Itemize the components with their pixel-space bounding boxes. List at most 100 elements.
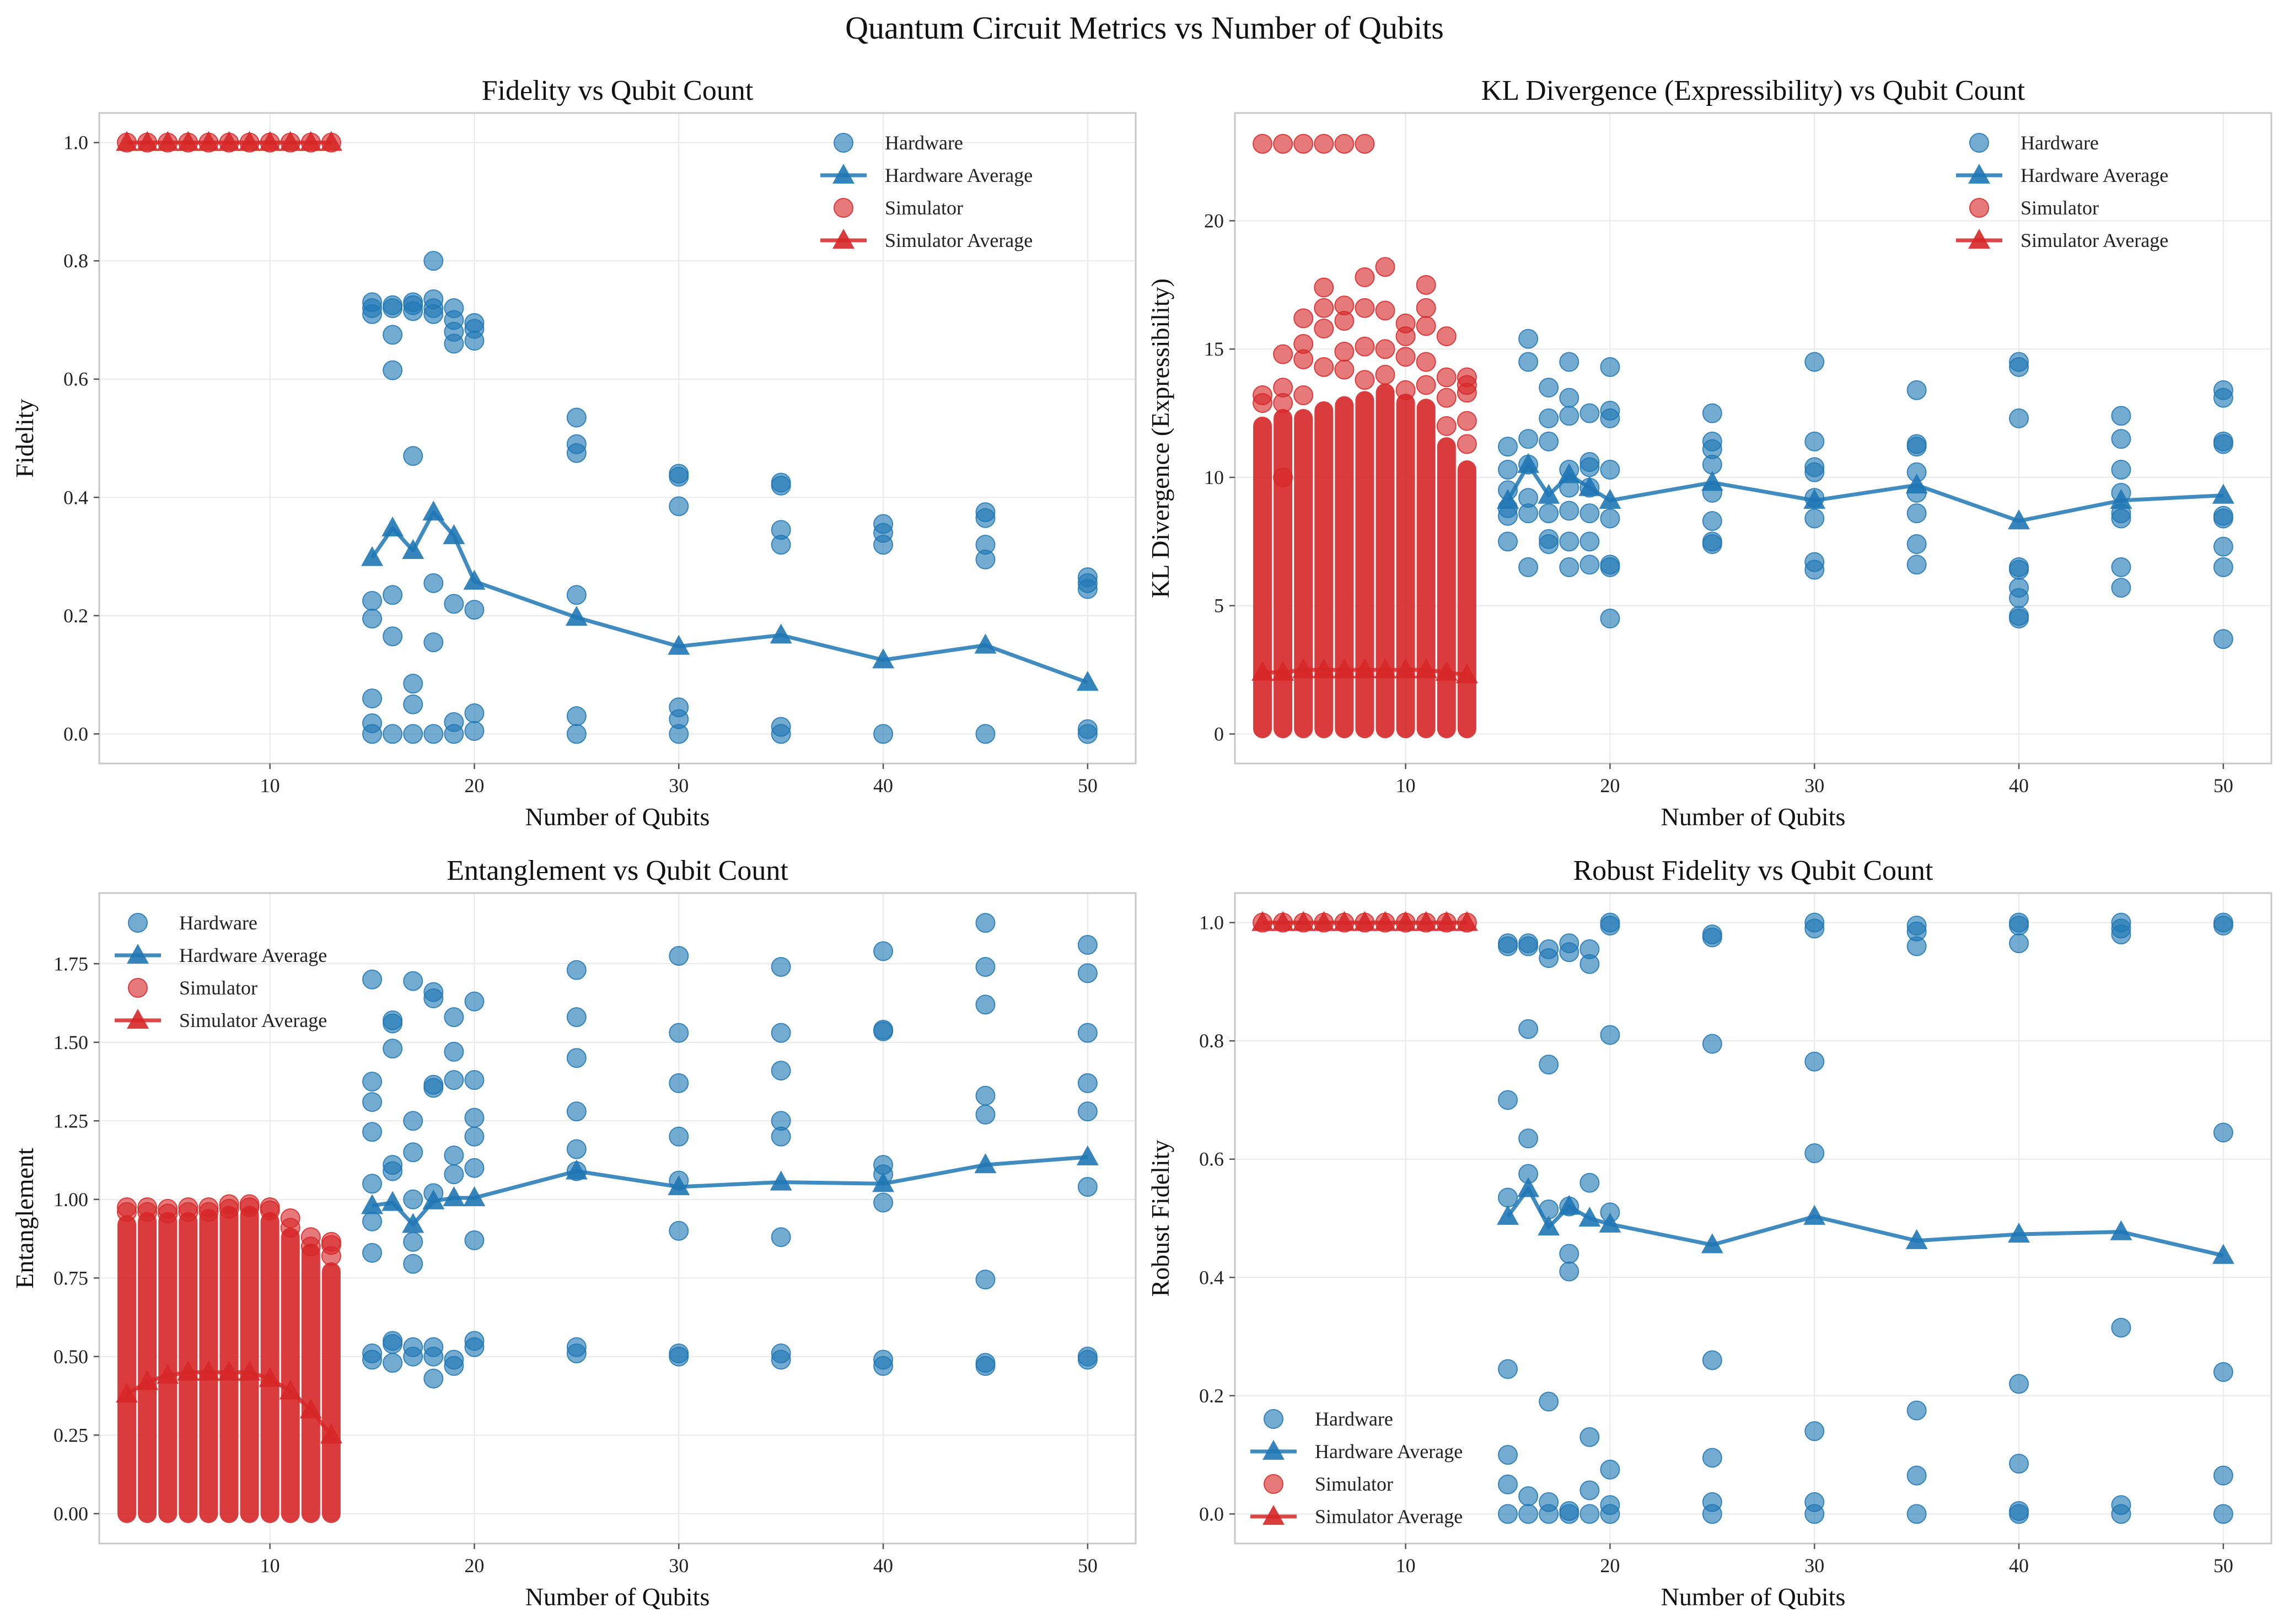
dense-point-column	[1416, 399, 1436, 739]
average-marker	[1497, 488, 1519, 509]
data-point	[464, 721, 485, 741]
data-point	[1518, 1128, 1539, 1149]
average-marker	[1517, 453, 1540, 473]
average-marker	[1599, 1212, 1621, 1233]
data-point	[1559, 1261, 1579, 1282]
data-point	[464, 1126, 485, 1147]
data-point	[1334, 311, 1355, 331]
fidelity-y-axis-label: Fidelity	[10, 399, 39, 477]
data-point	[1375, 339, 1395, 359]
dense-point-column	[281, 1228, 300, 1523]
data-point	[383, 1353, 403, 1373]
data-point	[1804, 1504, 1825, 1524]
legend-item: Simulator	[1969, 197, 2099, 219]
x-tick-label: 10	[260, 775, 280, 797]
data-point	[1559, 531, 1579, 552]
average-marker	[2008, 1222, 2030, 1243]
data-point	[1702, 534, 1722, 555]
data-point	[219, 1198, 239, 1219]
data-point	[1906, 936, 1927, 956]
dense-point-column	[1457, 460, 1476, 739]
data-point	[1253, 133, 1273, 154]
data-point	[1077, 1176, 1098, 1197]
average-marker	[565, 1159, 588, 1180]
data-point	[771, 1061, 791, 1081]
legend-item: Simulator Average	[1956, 229, 2168, 251]
data-point	[158, 1203, 178, 1224]
y-tick-label: 0.4	[63, 486, 88, 508]
data-point	[1273, 133, 1293, 154]
data-point	[1702, 1504, 1722, 1524]
legend-label: Simulator	[2021, 197, 2099, 219]
data-point	[1498, 1445, 1518, 1465]
average-marker	[974, 633, 997, 654]
average-marker	[668, 1175, 690, 1196]
data-point	[1416, 352, 1436, 372]
average-marker	[1394, 658, 1417, 679]
x-tick-label: 20	[1600, 775, 1620, 797]
data-point	[2213, 557, 2233, 577]
x-tick-label: 40	[2009, 1555, 2029, 1577]
data-point	[1498, 1504, 1518, 1524]
series-simulator-average	[116, 131, 342, 151]
data-point	[1416, 275, 1436, 295]
data-point	[1804, 508, 1825, 529]
legend-triangle-swatch	[1262, 1505, 1285, 1525]
average-marker	[382, 1191, 404, 1211]
data-point	[362, 1349, 383, 1370]
average-marker	[1251, 911, 1274, 931]
average-marker	[1455, 663, 1478, 684]
legend-item: Simulator Average	[115, 1009, 327, 1031]
data-point	[444, 1007, 464, 1028]
data-point	[423, 573, 444, 593]
data-point	[1804, 1143, 1825, 1163]
data-point	[1498, 1090, 1518, 1110]
data-point	[2213, 1504, 2233, 1524]
dense-point-column	[1314, 401, 1334, 739]
legend-label: Hardware Average	[179, 944, 327, 966]
legend-circle-swatch	[1969, 198, 1989, 218]
data-point	[1539, 408, 1559, 428]
y-tick-label: 0.75	[53, 1267, 88, 1289]
entanglement-plot-area	[116, 913, 1099, 1523]
data-point	[1498, 460, 1518, 480]
data-point	[362, 1243, 383, 1263]
data-point	[403, 674, 423, 694]
average-marker	[361, 546, 383, 566]
data-point	[1600, 357, 1620, 377]
robust-fidelity-title: Robust Fidelity vs Qubit Count	[1573, 855, 1934, 886]
data-point	[1600, 408, 1620, 428]
data-point	[1518, 1486, 1539, 1507]
data-point	[669, 1346, 689, 1367]
average-marker	[1272, 660, 1294, 681]
series-simulator-average	[116, 1360, 342, 1444]
data-point	[566, 706, 587, 727]
data-point	[1600, 1504, 1620, 1524]
entanglement-x-axis-label: Number of Qubits	[525, 1583, 710, 1611]
kl-divergence-plot-area	[1251, 133, 2234, 739]
legend-triangle-swatch	[127, 944, 149, 964]
robust-fidelity-y-axis-label: Robust Fidelity	[1146, 1140, 1174, 1297]
data-point	[1579, 555, 1600, 575]
average-marker	[1701, 1233, 1723, 1254]
average-marker	[361, 1194, 383, 1214]
data-point	[1498, 1474, 1518, 1494]
data-point	[1314, 298, 1334, 318]
data-point	[1375, 257, 1395, 277]
data-point	[464, 991, 485, 1012]
data-point	[1600, 1025, 1620, 1045]
data-point	[669, 1023, 689, 1043]
average-marker	[1435, 911, 1458, 931]
average-marker	[177, 1360, 200, 1381]
data-point	[1579, 503, 1600, 524]
y-tick-label: 1.25	[53, 1110, 88, 1132]
average-marker	[320, 131, 342, 151]
data-point	[1077, 1101, 1098, 1122]
data-point	[383, 724, 403, 744]
data-point	[669, 1126, 689, 1147]
data-point	[873, 535, 894, 555]
data-point	[1077, 1023, 1098, 1043]
data-point	[362, 1092, 383, 1112]
figure-title: Quantum Circuit Metrics vs Number of Qub…	[845, 10, 1444, 46]
dense-point-column	[138, 1212, 157, 1523]
